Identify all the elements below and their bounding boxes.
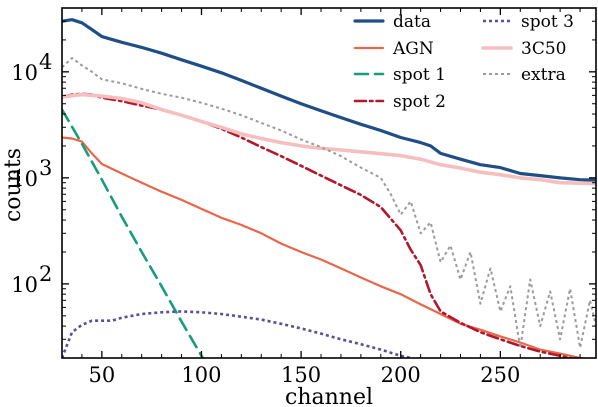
y-tick-exponent: 4: [39, 50, 52, 74]
legend-label-spot-3: spot 3: [521, 12, 574, 32]
y-axis-title: counts: [1, 148, 26, 222]
series-line-spot-1: [62, 108, 205, 358]
legend-label-extra: extra: [521, 65, 566, 85]
legend-label-spot-2: spot 2: [393, 92, 446, 112]
legend-label-spot-1: spot 1: [393, 65, 446, 85]
series-line-spot-3: [62, 310, 411, 358]
plot-frame: [61, 7, 597, 359]
y-tick-label: 10: [11, 167, 38, 191]
y-tick-exponent: 3: [39, 156, 52, 180]
x-tick-label: 150: [281, 363, 321, 387]
x-tick-label: 200: [381, 363, 421, 387]
legend-label-3c50: 3C50: [521, 39, 566, 59]
legend: data AGN spot 1 spot 2 spot 3 3C50 extra: [353, 12, 574, 112]
series-line-spot-2: [62, 92, 576, 358]
series-layer: [62, 18, 596, 358]
series-line-data: [62, 18, 596, 182]
series-line-3c50: [62, 92, 596, 186]
x-tick-label: 50: [88, 363, 115, 387]
y-tick-label: 10: [11, 273, 38, 297]
series-line-agn: [62, 136, 588, 358]
y-tick-label: 10: [11, 61, 38, 85]
x-tick-label: 250: [480, 363, 520, 387]
legend-label-data: data: [393, 12, 431, 32]
y-tick-exponent: 2: [39, 262, 52, 286]
x-axis-title: channel: [285, 385, 373, 407]
x-tick-label: 100: [181, 363, 221, 387]
legend-label-agn: AGN: [392, 39, 434, 59]
